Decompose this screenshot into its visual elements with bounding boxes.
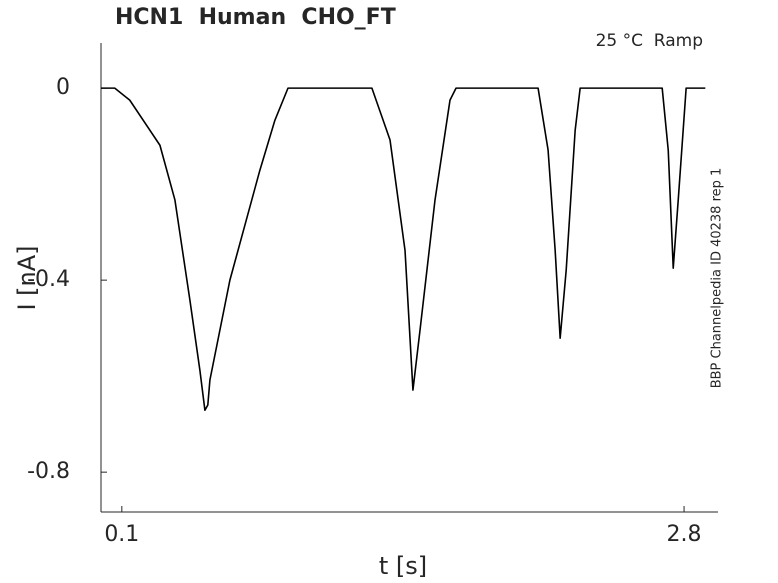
y-tick-label: 0 xyxy=(56,75,70,100)
x-axis-label: t [s] xyxy=(379,552,427,580)
chart-title: HCN1 Human CHO_FT xyxy=(115,5,396,30)
annotation: 25 °C Ramp xyxy=(596,31,703,51)
x-tick-label: 2.8 xyxy=(667,522,702,547)
y-axis-label: I [nA] xyxy=(13,245,41,310)
x-tick-label: 0.1 xyxy=(104,522,139,547)
current-trace xyxy=(101,87,706,412)
y-tick-label: -0.8 xyxy=(27,459,70,484)
y-tick-label: -0.4 xyxy=(27,267,70,292)
side-note: BBP Channelpedia ID 40238 rep 1 xyxy=(710,168,725,389)
